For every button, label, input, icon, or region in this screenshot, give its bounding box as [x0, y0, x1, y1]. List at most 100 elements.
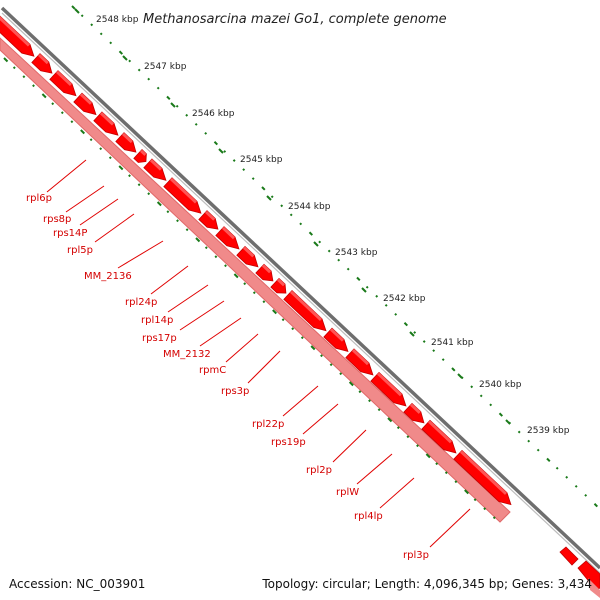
gene-arrow-highlight	[221, 226, 235, 240]
gc-dot-outer	[128, 59, 132, 63]
gc-dot-inner	[396, 426, 400, 430]
gc-dot-outer	[223, 150, 227, 153]
gene-arrow-highlight	[55, 70, 72, 86]
gc-dot-outer	[394, 312, 398, 316]
gene-arrow-highlight	[139, 149, 147, 156]
gc-dot-inner	[176, 219, 179, 223]
gene-arrow-highlight	[204, 210, 216, 221]
gc-dot-outer	[308, 231, 314, 236]
gene-arrow-highlight	[242, 246, 255, 258]
gene-label: rps14P	[53, 228, 87, 239]
accession-text: Accession: NC_003901	[9, 577, 146, 591]
gc-dot-outer	[375, 294, 379, 298]
gene-label-leader	[379, 477, 415, 509]
gc-dot-outer	[166, 95, 171, 101]
gc-dot-outer	[327, 249, 331, 253]
gene-label: rpl3p	[403, 550, 429, 561]
gc-dot-outer	[185, 113, 189, 117]
gene-arrow-highlight	[121, 132, 133, 144]
gene-label-leader	[179, 300, 225, 331]
gene-label-leader	[46, 159, 87, 193]
gc-dot-inner	[156, 201, 162, 207]
gc-dot-outer	[337, 258, 341, 262]
genome-backbone	[0, 6, 600, 574]
gc-dot-inner	[454, 480, 458, 484]
gc-dot-outer	[280, 204, 284, 208]
gc-dot-outer	[441, 358, 445, 362]
gc-dot-inner	[272, 309, 278, 315]
gene-labels: rpl6p rps8p rps14P rpl5p MM_2136 rpl24p rpl14p…	[26, 159, 471, 561]
gc-dot-outer	[555, 466, 559, 470]
gene-label-leader	[356, 453, 393, 485]
kbp-tick-label: 2539 kbp	[527, 426, 570, 436]
gc-dot-inner	[60, 111, 64, 115]
gc-dot-inner	[281, 318, 285, 322]
gc-dot-outer	[432, 349, 436, 353]
gc-dot-outer	[71, 5, 76, 10]
gene-arrows	[0, 15, 512, 506]
gene-label-leader	[79, 198, 119, 226]
gene-label: MM_2136	[84, 271, 132, 282]
gc-dot-inner	[368, 399, 371, 403]
gc-dot-outer	[451, 367, 456, 372]
gene-arrow-highlight	[99, 112, 114, 126]
gc-dot-inner	[233, 273, 239, 279]
gc-dot-outer	[118, 50, 124, 55]
gene-arrow-highlight	[459, 450, 507, 495]
gc-dot-inner	[406, 435, 410, 439]
gc-dot-outer	[289, 213, 293, 217]
gc-dot-inner	[99, 147, 103, 151]
gene-arrow	[73, 92, 97, 116]
gc-dot-inner	[310, 345, 316, 351]
gene-label: rpl4lp	[354, 511, 383, 522]
gc-dot-outer	[584, 493, 588, 497]
gene-label: rpl14p	[141, 315, 173, 326]
gc-dot-inner	[70, 120, 74, 124]
kbp-tick-label: 2542 kbp	[383, 294, 426, 304]
gc-dot-inner	[224, 264, 227, 268]
gene-arrow	[163, 177, 202, 214]
gene-label-leader	[199, 317, 242, 347]
gc-dot-outer	[498, 412, 504, 417]
gene-label: rpmC	[199, 365, 226, 376]
gc-dot-inner	[243, 282, 247, 286]
gene-label-leader	[429, 508, 471, 548]
kbp-tick-label: 2545 kbp	[240, 155, 283, 165]
gene-arrow-highlight	[289, 290, 322, 321]
gc-dot-outer	[508, 421, 512, 425]
kbp-tick-mark	[361, 287, 367, 293]
gene-label-leader	[247, 350, 281, 384]
gene-label: rps19p	[271, 437, 306, 448]
gene-arrow-highlight	[351, 348, 369, 366]
gc-dot-inner	[252, 291, 256, 295]
kbp-tick-label: 2548 kbp	[96, 15, 139, 25]
gc-dot-outer	[536, 448, 540, 452]
gene-arrow-highlight	[169, 177, 197, 204]
gc-dot-inner	[483, 507, 487, 511]
gc-dot-outer	[384, 303, 388, 307]
gene-label: rpl2p	[306, 465, 332, 476]
gc-dot-outer	[479, 394, 483, 398]
gc-dot-inner	[444, 471, 448, 475]
gc-dot-outer	[99, 32, 103, 36]
kbp-tick-label: 2541 kbp	[431, 338, 474, 348]
gc-dot-outer	[346, 267, 350, 271]
gc-dot-outer	[270, 195, 274, 199]
genome-title: Methanosarcina mazei Go1, complete genom…	[143, 12, 447, 27]
gc-dot-inner	[147, 192, 151, 196]
gene-arrow	[283, 290, 327, 332]
kbp-ticks: 2548 kbp 2547 kbp 2546 kbp 2545 kbp 2544 kbp…	[74, 8, 570, 436]
gc-dot-outer	[90, 23, 94, 27]
gene-arrow-highlight	[37, 53, 49, 65]
gc-dot-inner	[12, 66, 16, 70]
gc-dot-outer	[80, 14, 84, 18]
gc-dot-outer	[413, 331, 417, 334]
gc-dot-inner	[358, 390, 362, 394]
gene-label-leader	[150, 265, 189, 295]
gc-dot-outer	[356, 276, 361, 282]
gc-dot-outer	[194, 122, 198, 126]
gene-arrow	[215, 226, 240, 250]
gene-label-leader	[282, 385, 319, 417]
gc-dot-outer	[403, 322, 409, 327]
gc-dot-inner	[387, 417, 393, 423]
